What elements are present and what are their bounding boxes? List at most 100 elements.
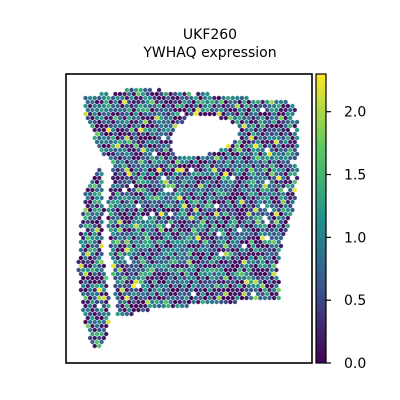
spot-point [166, 119, 171, 125]
spot-point [166, 263, 171, 269]
spot-point [255, 123, 261, 129]
spot-point [173, 219, 178, 225]
spot-point [249, 143, 254, 149]
spot-point [170, 127, 175, 133]
spot-point [159, 139, 164, 145]
spot-point [92, 175, 97, 181]
spot-point [191, 163, 196, 169]
spot-point [140, 163, 146, 169]
spot-point [166, 191, 171, 197]
spot-point [269, 211, 274, 217]
spot-point [200, 195, 205, 201]
spot-point [122, 299, 127, 305]
spot-point [145, 291, 150, 297]
spot-point [166, 279, 171, 285]
spot-point [94, 211, 100, 217]
spot-point [117, 267, 123, 273]
spot-point [127, 155, 132, 161]
spot-point [83, 239, 88, 245]
spot-point [131, 99, 136, 105]
spot-point [180, 255, 185, 261]
spot-point [244, 223, 249, 229]
spot-point [161, 199, 166, 205]
spot-point [230, 287, 235, 293]
spot-point [230, 279, 235, 285]
spot-point [274, 259, 279, 265]
spot-point [175, 231, 180, 237]
spot-point [216, 191, 221, 197]
spot-point [85, 251, 90, 257]
spot-point [242, 291, 247, 297]
spot-point [265, 227, 270, 233]
spot-point [235, 279, 240, 285]
spot-point [127, 179, 132, 185]
spot-point [203, 207, 208, 213]
spot-point [193, 175, 198, 181]
spot-point [193, 167, 198, 173]
spot-point [161, 159, 166, 165]
spot-point [140, 187, 146, 193]
spot-point [177, 187, 182, 193]
spot-point [200, 155, 205, 161]
spot-point [258, 111, 263, 117]
spot-point [255, 211, 261, 217]
spot-point [170, 103, 175, 109]
spot-point [214, 219, 219, 225]
spot-point [235, 223, 240, 229]
spot-point [262, 271, 267, 277]
spot-point [265, 243, 270, 249]
spot-point [129, 271, 134, 277]
spot-point [242, 187, 247, 193]
spot-point [232, 171, 238, 177]
spot-point [182, 211, 187, 217]
spot-point [97, 167, 102, 173]
spot-point [274, 211, 279, 217]
spot-point [258, 263, 263, 269]
spot-point [253, 103, 258, 109]
spot-point [251, 187, 256, 193]
spot-point [83, 223, 88, 229]
spot-point [180, 223, 185, 229]
spot-point [99, 259, 104, 265]
spot-point [203, 295, 208, 301]
spot-point [145, 243, 150, 249]
spot-point [184, 263, 189, 269]
spot-point [258, 183, 263, 189]
spot-point [182, 283, 187, 289]
spot-point [265, 259, 270, 265]
spot-point [216, 279, 221, 285]
spot-point [78, 223, 83, 229]
spot-point [242, 147, 247, 153]
spot-point [159, 131, 164, 137]
spot-point [246, 243, 251, 249]
spot-point [246, 187, 251, 193]
spot-point [189, 231, 194, 237]
spot-point [113, 179, 118, 185]
spot-point [159, 251, 164, 257]
spot-point [232, 203, 238, 209]
spot-point [207, 295, 212, 301]
spot-point [161, 239, 166, 245]
spot-point [159, 211, 164, 217]
spot-point [251, 155, 256, 161]
spot-point [177, 115, 182, 121]
spot-point [239, 215, 244, 221]
spot-point [251, 243, 256, 249]
spot-point [94, 171, 100, 177]
spot-point [193, 263, 198, 269]
spot-point [237, 291, 242, 297]
spot-point [205, 219, 210, 225]
spot-point [182, 179, 187, 185]
spot-point [209, 243, 215, 249]
spot-point [239, 239, 244, 245]
spot-point [274, 251, 279, 257]
spot-point [214, 187, 219, 193]
spot-point [295, 135, 300, 141]
spot-point [219, 211, 224, 217]
spot-point [221, 207, 226, 213]
spot-point [230, 295, 235, 301]
spot-point [255, 155, 261, 161]
spot-point [184, 159, 189, 165]
spot-point [117, 291, 123, 297]
spot-point [168, 283, 173, 289]
